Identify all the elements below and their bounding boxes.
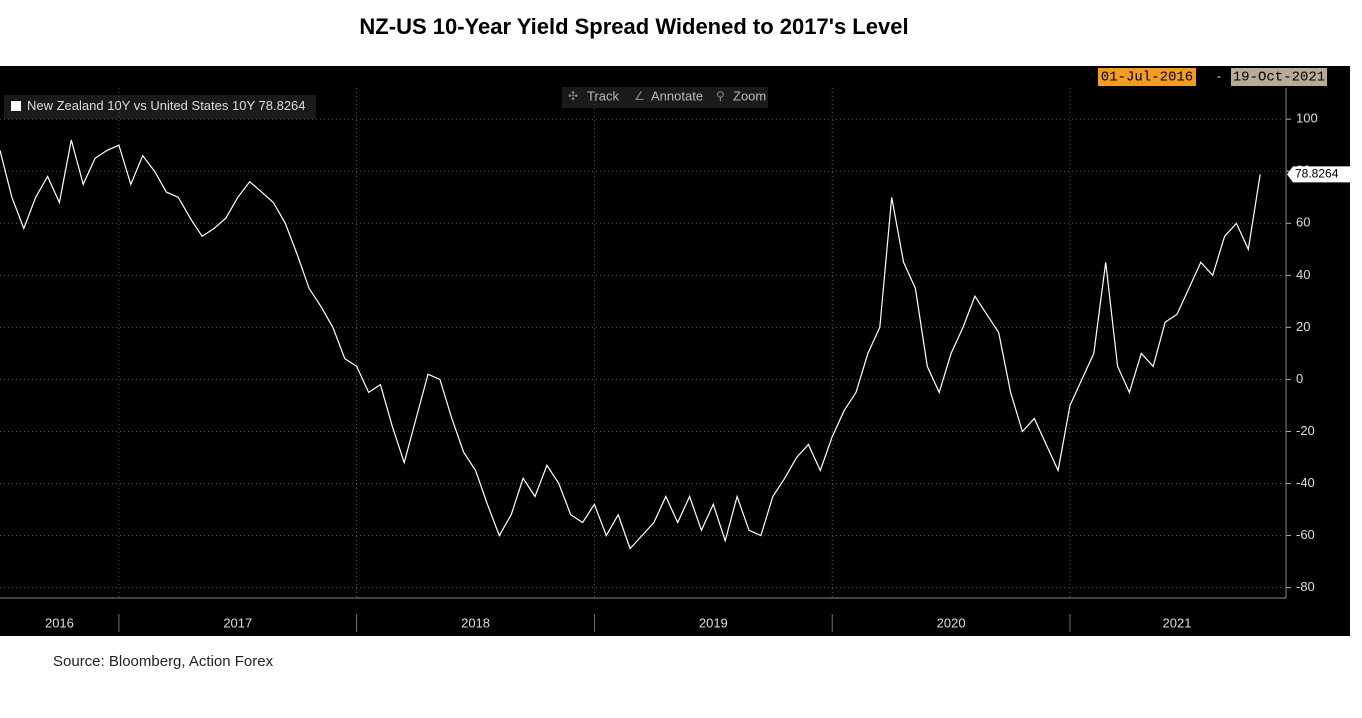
- toolbar-annotate[interactable]: Annotate: [651, 88, 703, 103]
- y-tick-label: -40: [1296, 475, 1315, 490]
- legend-box: [4, 95, 316, 119]
- zoom-icon: ⚲: [716, 89, 725, 103]
- toolbar: [562, 87, 768, 108]
- legend-text: New Zealand 10Y vs United States 10Y 78.…: [27, 98, 306, 113]
- y-tick-label: -60: [1296, 527, 1315, 542]
- last-value-tag: [1287, 166, 1350, 183]
- x-tick-label: 2017: [223, 615, 252, 630]
- legend-value: 78.8264: [259, 98, 306, 113]
- chart-title: NZ-US 10-Year Yield Spread Widened to 20…: [359, 14, 908, 39]
- end-date-box[interactable]: [1231, 68, 1327, 86]
- x-tick-label: 2020: [937, 615, 966, 630]
- end-date[interactable]: 19-Oct-2021: [1233, 70, 1325, 86]
- legend-swatch: [11, 101, 21, 111]
- plot-background: [0, 66, 1350, 636]
- toolbar-zoom[interactable]: Zoom: [733, 88, 766, 103]
- start-date-box[interactable]: [1098, 68, 1196, 86]
- x-tick-label: 2019: [699, 615, 728, 630]
- toolbar-track[interactable]: Track: [587, 88, 620, 103]
- series-line: [0, 139, 1261, 550]
- source-note: Source: Bloomberg, Action Forex: [53, 653, 274, 670]
- x-tick-label: 2016: [45, 615, 74, 630]
- track-icon: ✣: [568, 89, 578, 103]
- y-tick-label: 20: [1296, 319, 1310, 334]
- date-dash: -: [1217, 68, 1221, 83]
- y-tick-label: 100: [1296, 111, 1318, 126]
- last-value-label: 78.8264: [1295, 166, 1339, 180]
- x-tick-label: 2021: [1163, 615, 1192, 630]
- annotate-icon: ∠: [634, 89, 645, 103]
- y-tick-label: 40: [1296, 267, 1310, 282]
- start-date[interactable]: 01-Jul-2016: [1101, 70, 1193, 86]
- y-tick-label: 60: [1296, 215, 1310, 230]
- legend-label: New Zealand 10Y vs United States 10Y: [27, 98, 255, 113]
- x-tick-label: 2018: [461, 615, 490, 630]
- y-tick-label: -20: [1296, 423, 1315, 438]
- y-tick-label: -80: [1296, 579, 1315, 594]
- y-tick-label: 0: [1296, 371, 1303, 386]
